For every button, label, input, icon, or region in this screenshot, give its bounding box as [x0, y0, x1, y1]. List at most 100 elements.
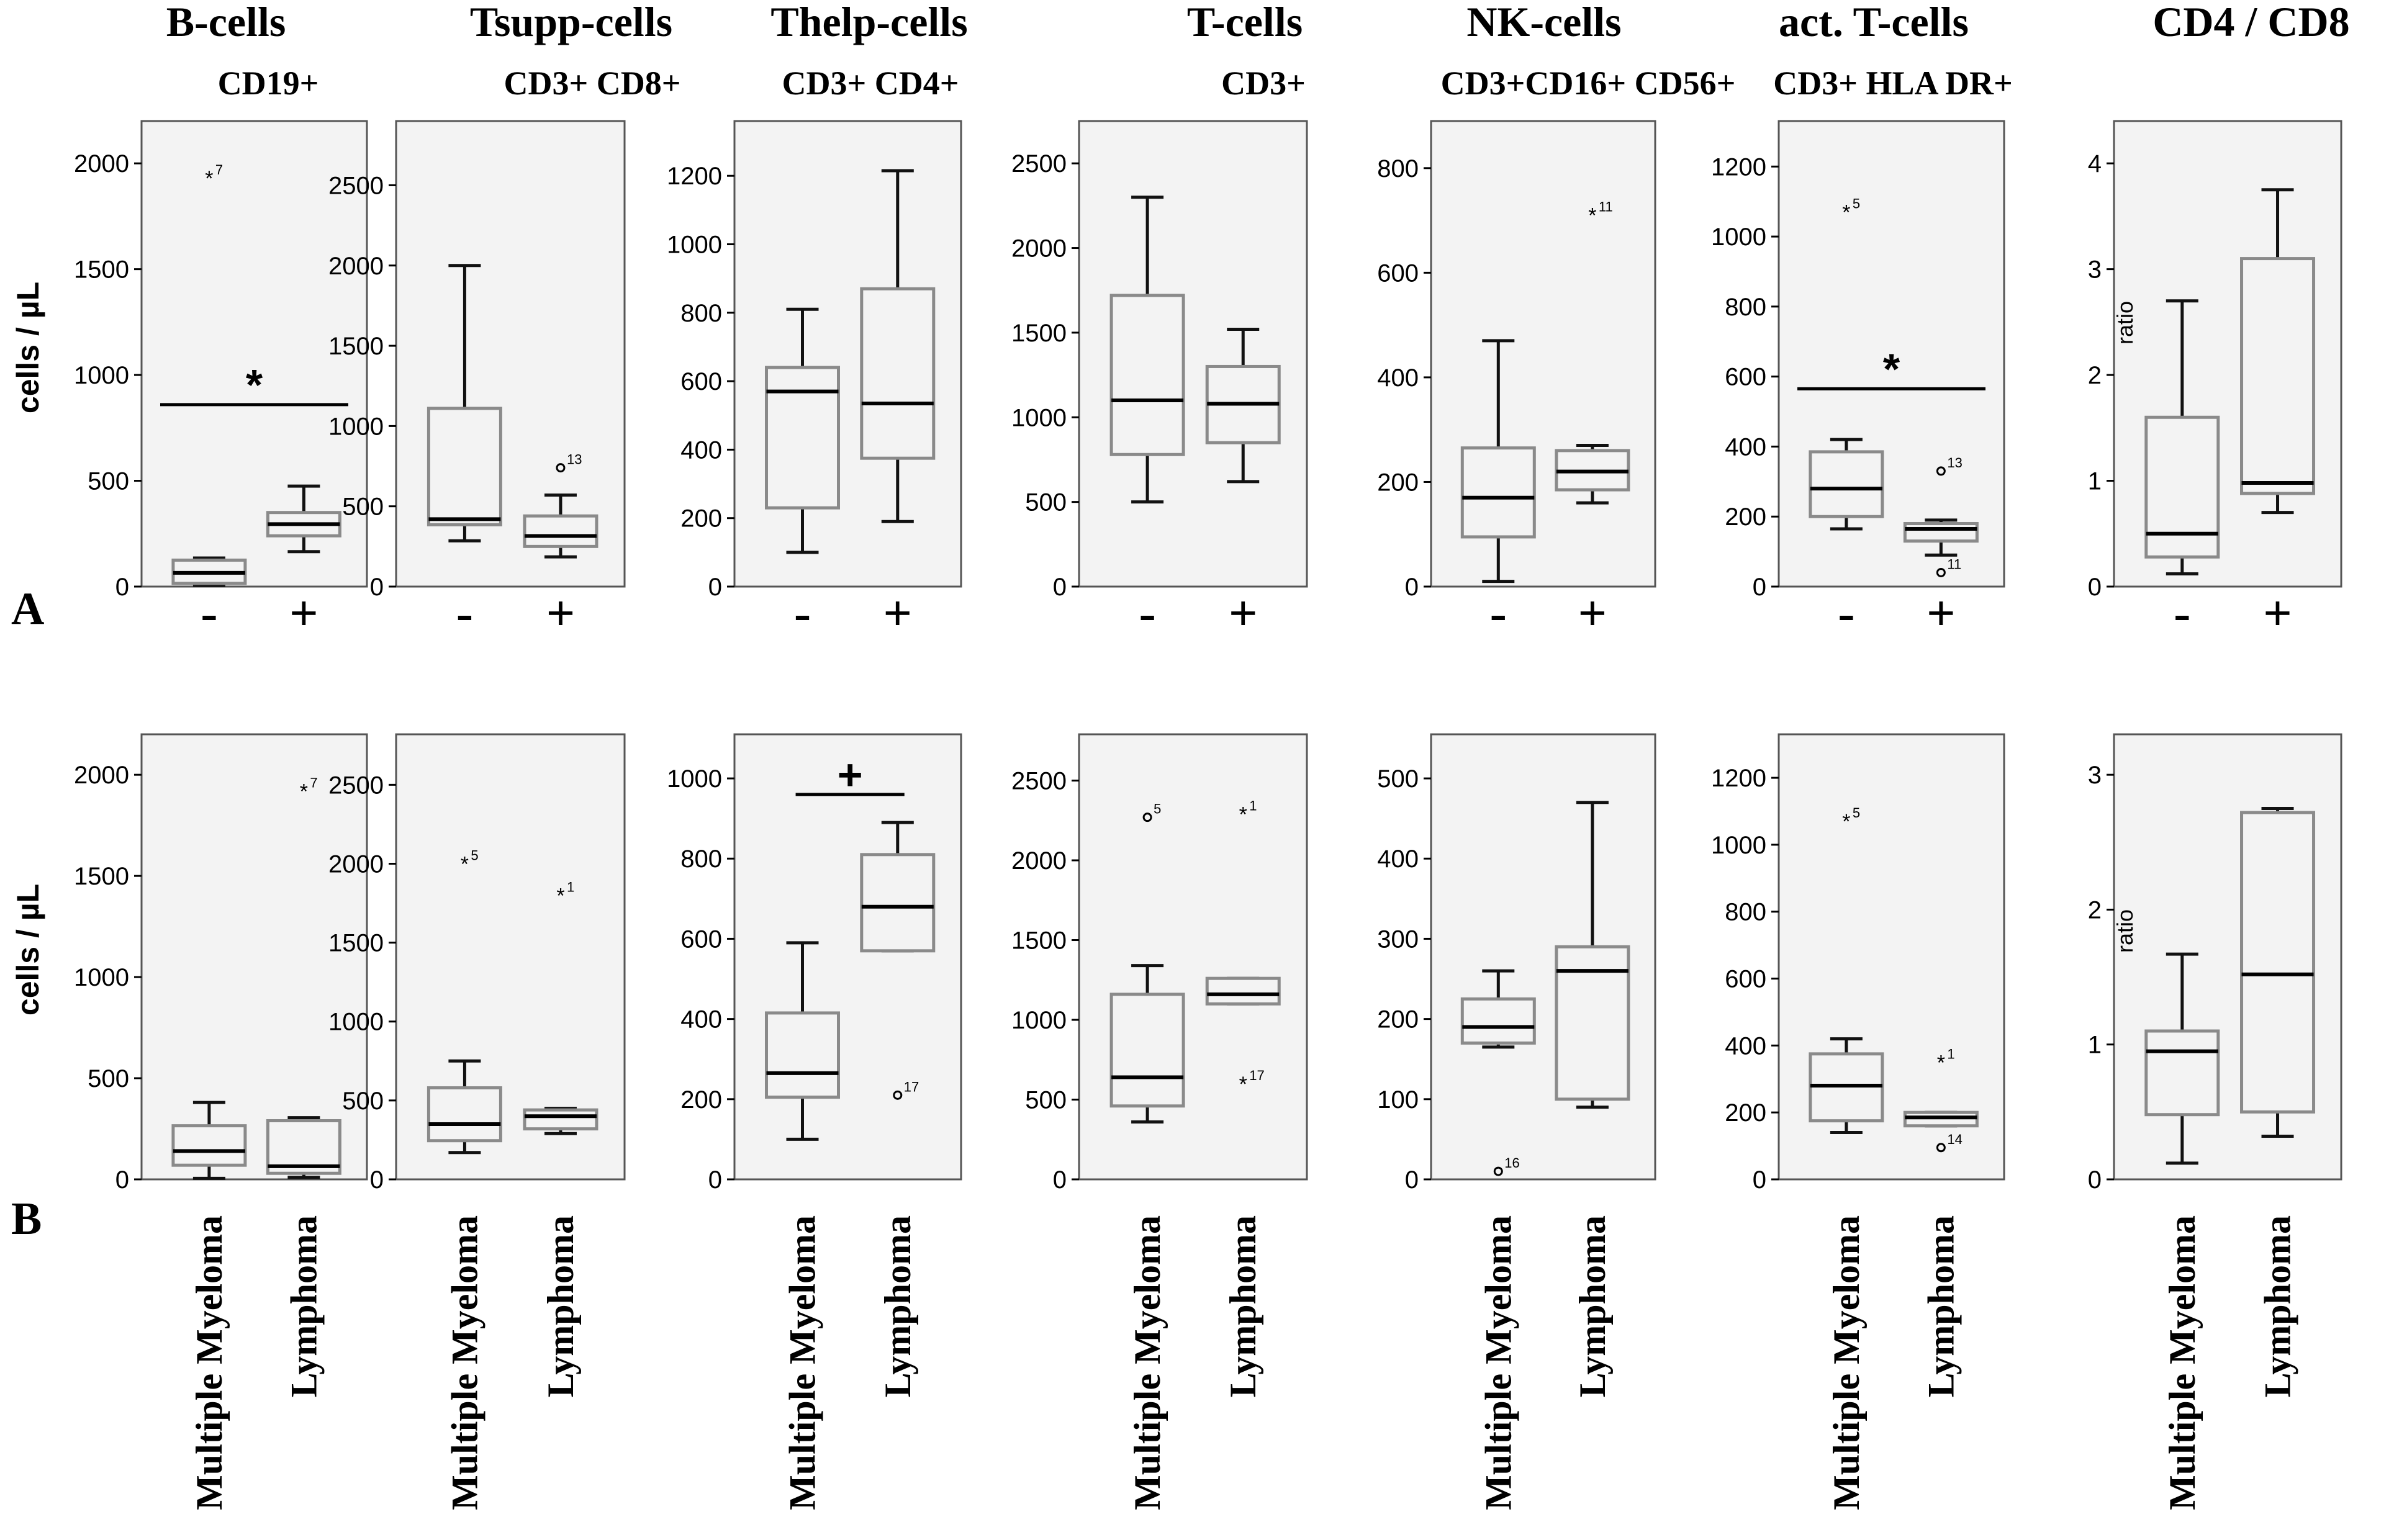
x-group-label: Lymphoma [1572, 1215, 1613, 1397]
box-group-1 [427, 1059, 502, 1155]
box-group-1 [2144, 952, 2220, 1165]
x-group-label: Lymphoma [877, 1215, 918, 1397]
outlier-star: * [1239, 1073, 1247, 1096]
outlier-circle [1493, 1166, 1503, 1176]
y-axis-label: cells / µL [11, 884, 45, 1015]
iqr-box [1205, 976, 1281, 1006]
x-group-label: Lymphoma [1920, 1215, 1961, 1397]
y-tick-label: 500 [88, 468, 129, 495]
box-group-2 [523, 493, 598, 559]
y-tick-label: 0 [115, 574, 129, 601]
y-axis-label: cells / µL [11, 282, 45, 413]
y-tick-label: 1000 [74, 964, 129, 991]
y-tick-label: 600 [680, 925, 722, 953]
box-group-2 [1205, 327, 1281, 484]
y-tick-label: 1500 [328, 930, 384, 957]
y-tick-label: 1000 [1011, 1007, 1067, 1034]
box-group-1 [1809, 1037, 1884, 1135]
outlier-star: * [1239, 803, 1247, 826]
box-group-2 [1555, 443, 1630, 505]
y-tick-label: 500 [1025, 489, 1067, 516]
y-tick-label: 1000 [1711, 223, 1766, 251]
outlier-case-label: 11 [1947, 556, 1961, 572]
box-group-1 [1460, 339, 1536, 583]
y-tick-label: 200 [1725, 503, 1766, 531]
column-title: act. T-cells [1779, 0, 1969, 45]
column-title: NK-cells [1466, 0, 1621, 45]
x-group-label: Lymphoma [1222, 1215, 1263, 1397]
boxplot-panel-b-1: 0 500 1000 1500 2000 cells / µL * 7 Multiple Mye… [11, 733, 368, 1510]
iqr-box [1109, 993, 1185, 1108]
box-group-1 [1109, 964, 1185, 1123]
iqr-box [2144, 415, 2220, 559]
y-tick-label: 400 [1725, 1032, 1766, 1060]
x-group-label: Multiple Myeloma [189, 1215, 230, 1510]
y-tick-label: 2000 [1011, 847, 1067, 875]
outlier-point: * 5 [1842, 805, 1860, 834]
boxplot-panel-b-3: 0 200 400 600 800 1000 17 + Multiple Myeloma Lymp… [667, 733, 962, 1510]
y-tick-label: 0 [1053, 574, 1067, 601]
y-tick-label: 2000 [74, 150, 129, 178]
iqr-box [1809, 450, 1884, 518]
x-group-label: Lymphoma [540, 1215, 581, 1397]
y-tick-label: 2000 [1011, 235, 1067, 263]
y-tick-label: 400 [680, 436, 722, 464]
iqr-box [523, 1108, 598, 1131]
outlier-point: 5 [1142, 801, 1161, 822]
y-tick-label: 1000 [667, 765, 722, 793]
outlier-point: * 1 [1239, 798, 1257, 826]
y-tick-label: 200 [680, 505, 722, 533]
y-tick-label: 1500 [1011, 320, 1067, 347]
boxplot-panel-a-5: 0 200 400 600 800 NK-cells CD3+CD16+ CD56+ * 11 -… [1377, 0, 1735, 641]
outlier-point: * 7 [300, 775, 318, 803]
y-tick-label: 2 [2088, 896, 2102, 924]
outlier-star: * [1588, 204, 1596, 228]
y-tick-label: 2000 [74, 762, 129, 789]
x-group-label: Multiple Myeloma [782, 1215, 823, 1510]
plot-area [1078, 733, 1308, 1181]
outlier-point: * 1 [556, 879, 574, 907]
y-tick-label: 0 [370, 1166, 384, 1194]
outlier-star: * [205, 167, 213, 191]
y-tick-label: 1000 [328, 1009, 384, 1036]
x-category-label: + [546, 585, 576, 641]
outlier-star: * [461, 852, 469, 876]
x-group-label: Multiple Myeloma [1478, 1215, 1519, 1510]
y-tick-label: 0 [115, 1166, 129, 1194]
iqr-box [427, 407, 502, 526]
outlier-star: * [1842, 201, 1850, 225]
y-tick-label: 2500 [1011, 768, 1067, 795]
iqr-box [1903, 521, 1979, 543]
y-tick-label: 500 [1025, 1087, 1067, 1114]
y-tick-label: 1500 [1011, 927, 1067, 955]
outlier-circle [893, 1090, 903, 1100]
y-tick-label: 3 [2088, 256, 2102, 284]
y-tick-label: 0 [708, 574, 722, 601]
x-category-label: - [794, 585, 811, 641]
y-tick-label: 500 [342, 1087, 384, 1115]
y-tick-label: 300 [1377, 925, 1419, 953]
boxplot-panel-a-7: 0 1 2 3 4 CD4 / CD8 ratio - + [2088, 0, 2350, 641]
column-subtitle: CD3+ CD8+ [504, 65, 680, 102]
outlier-case-label: 14 [1947, 1132, 1962, 1147]
outlier-circle [1936, 466, 1946, 476]
boxplot-panel-b-7: 0 1 2 3 ratio Multiple Myeloma Lymphoma [2088, 733, 2342, 1510]
outlier-case-label: 1 [567, 879, 574, 894]
y-tick-label: 0 [708, 1166, 722, 1194]
x-group-label: Multiple Myeloma [1127, 1215, 1168, 1510]
x-group-label: Multiple Myeloma [2162, 1215, 2203, 1510]
outlier-case-label: 5 [1853, 805, 1860, 821]
y-tick-label: 600 [1725, 364, 1766, 391]
column-title: Thelp-cells [770, 0, 967, 45]
y-tick-label: 1500 [74, 863, 129, 890]
box-group-1 [427, 264, 502, 543]
significance-symbol: + [838, 750, 863, 799]
box-group-2 [2240, 807, 2316, 1138]
outlier-star: * [300, 780, 308, 803]
y-tick-label: 600 [1377, 259, 1419, 287]
y-tick-label: 200 [680, 1086, 722, 1114]
